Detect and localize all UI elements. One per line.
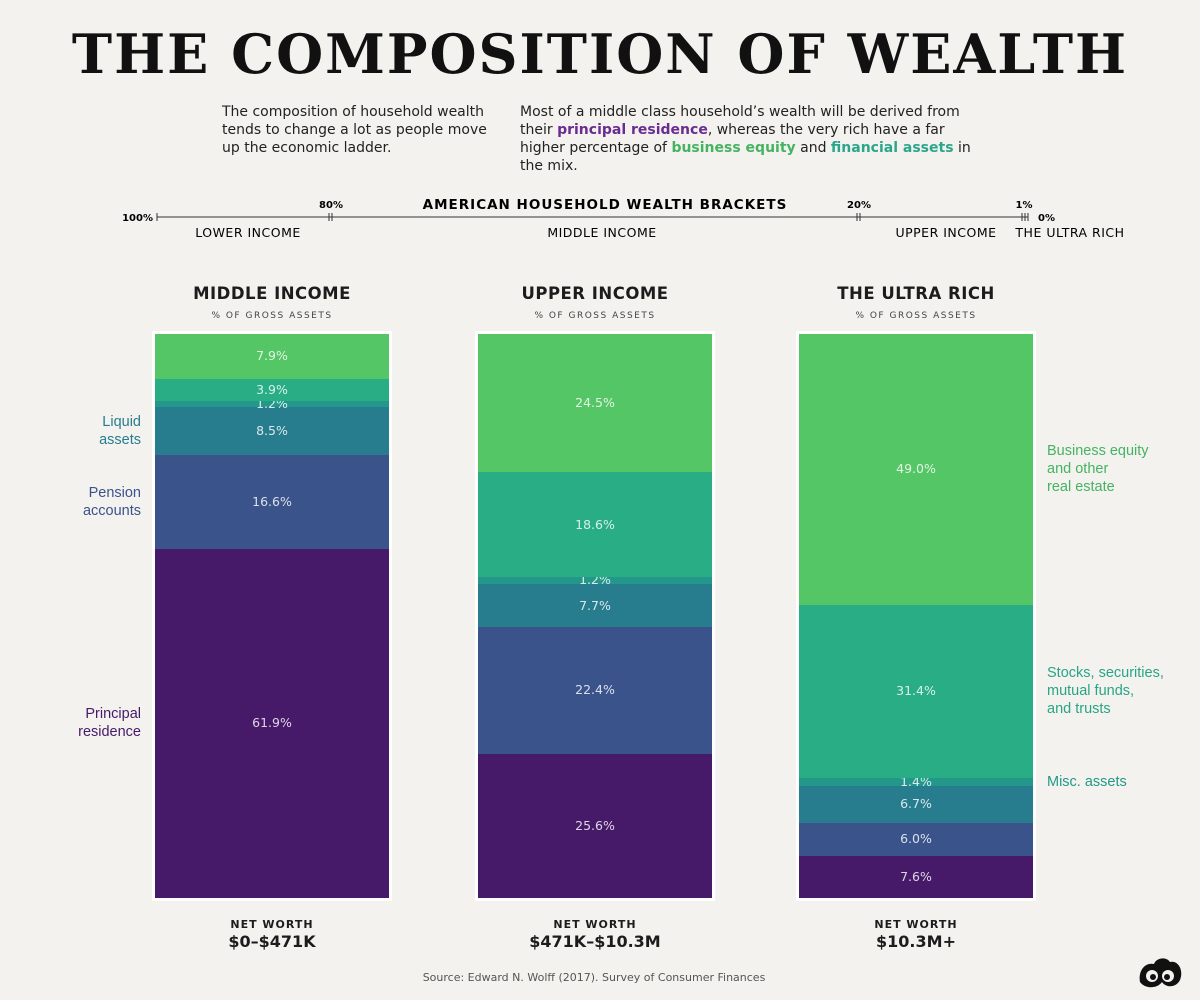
- bar-segment-value-label: 3.9%: [256, 381, 288, 397]
- bar-segment: [155, 455, 389, 549]
- bracket-lower-income: LOWER INCOME: [195, 225, 301, 240]
- net-worth-value-ultra: $10.3M+: [876, 932, 956, 951]
- panel-subtitle-upper-income: % OF GROSS ASSETS: [534, 311, 656, 321]
- bar-segment-value-label: 7.7%: [579, 597, 611, 613]
- bar-segment: [478, 583, 712, 628]
- panel-title-ultra-rich: THE ULTRA RICH: [837, 284, 995, 303]
- bar-segment: [478, 334, 712, 473]
- bar-segment: [478, 577, 712, 584]
- bar-segment-value-label: 25.6%: [575, 817, 615, 833]
- bar-segment: [799, 785, 1033, 823]
- highlight-principal-residence: principal residence: [557, 122, 708, 138]
- intro-right-part3: and: [795, 140, 831, 156]
- bar-segment: [799, 334, 1033, 605]
- intro-right-part4: in the mix.: [520, 140, 971, 174]
- bar-segment: [155, 400, 389, 408]
- stacked-bar-middle-income: 61.9% 16.6% 8.5% 1.2% 3.9% 7.9%: [155, 334, 389, 898]
- bar-segment-value-label: 16.6%: [252, 494, 292, 510]
- tick-label-80: 80%: [319, 200, 343, 211]
- bar-segment: [155, 334, 389, 379]
- bar-segment-value-label: 31.4%: [896, 683, 936, 699]
- net-worth-label-ultra: NET WORTH: [874, 918, 958, 931]
- legend-label: Stocks, securities, mutual funds, and tr…: [1047, 665, 1164, 718]
- tick-label-20: 20%: [847, 200, 871, 211]
- bar-segment: [478, 472, 712, 578]
- bar-segment-value-label: 7.9%: [256, 348, 288, 364]
- bar-segment: [799, 604, 1033, 779]
- tick-label-1: 1%: [1016, 200, 1033, 211]
- wealth-brackets-scale: AMERICAN HOUSEHOLD WEALTH BRACKETS 100% …: [122, 197, 1124, 240]
- panel-title-upper-income: UPPER INCOME: [521, 284, 669, 303]
- intro-right-part1: Most of a middle class household’s wealt…: [520, 104, 960, 138]
- bar-segment-value-label: 61.9%: [252, 715, 292, 731]
- bar-segment-value-label: 49.0%: [896, 461, 936, 477]
- panel-subtitle-middle-income: % OF GROSS ASSETS: [211, 311, 333, 321]
- page-title: THE COMPOSITION OF WEALTH: [71, 22, 1129, 86]
- legend-label: Misc. assets: [1047, 773, 1127, 790]
- bar-segment: [155, 548, 389, 898]
- bar-segment: [155, 407, 389, 456]
- bar-segment: [478, 627, 712, 754]
- bar-segment-value-label: 18.6%: [575, 516, 615, 532]
- legend-label: Principal residence: [78, 706, 141, 741]
- visual-capitalist-logo-icon: [1139, 958, 1182, 988]
- net-worth-value-upper: $471K–$10.3M: [529, 932, 661, 951]
- stacked-bar-ultra-rich: 7.6% 6.0% 6.7% 1.4% 31.4% 49.0%: [799, 334, 1033, 898]
- bracket-middle-income: MIDDLE INCOME: [547, 225, 656, 240]
- tick-label-0: 0%: [1038, 213, 1055, 224]
- bar-segment: [799, 856, 1033, 898]
- legend-label: Pension accounts: [82, 485, 141, 520]
- bar-segment: [478, 753, 712, 898]
- tick-label-100: 100%: [122, 213, 153, 224]
- intro-right-text: Most of a middle class household’s wealt…: [520, 103, 990, 175]
- bar-segment: [799, 822, 1033, 856]
- net-worth-value-middle: $0–$471K: [228, 932, 316, 951]
- legend-label: Liquid assets: [99, 414, 141, 449]
- net-worth-label-upper: NET WORTH: [553, 918, 637, 931]
- bracket-ultra-rich: THE ULTRA RICH: [1014, 225, 1124, 240]
- bar-segment-value-label: 8.5%: [256, 423, 288, 439]
- net-worth-label-middle: NET WORTH: [230, 918, 314, 931]
- bar-segment: [799, 778, 1033, 786]
- highlight-financial-assets: financial assets: [830, 140, 954, 156]
- intro-right-part2: , whereas the very rich have a far highe…: [520, 122, 945, 156]
- highlight-business-equity: business equity: [671, 140, 796, 156]
- bar-segment-value-label: 6.0%: [900, 831, 932, 847]
- intro-left-text: The composition of household wealth tend…: [222, 104, 487, 156]
- bar-segment-value-label: 22.4%: [575, 682, 615, 698]
- brackets-title: AMERICAN HOUSEHOLD WEALTH BRACKETS: [423, 197, 788, 213]
- legend-label: Business equity and other real estate: [1047, 443, 1149, 496]
- bracket-upper-income: UPPER INCOME: [895, 225, 996, 240]
- bar-segment-value-label: 24.5%: [575, 395, 615, 411]
- bar-segment-value-label: 7.6%: [900, 869, 932, 884]
- bar-segment-value-label: 6.7%: [900, 796, 932, 812]
- panel-subtitle-ultra-rich: % OF GROSS ASSETS: [855, 311, 977, 321]
- source-note: Source: Edward N. Wolff (2017). Survey o…: [422, 971, 766, 984]
- bar-segment: [155, 378, 389, 401]
- panel-title-middle-income: MIDDLE INCOME: [193, 284, 351, 303]
- stacked-bar-upper-income: 25.6% 22.4% 7.7% 1.2% 18.6% 24.5%: [478, 334, 712, 898]
